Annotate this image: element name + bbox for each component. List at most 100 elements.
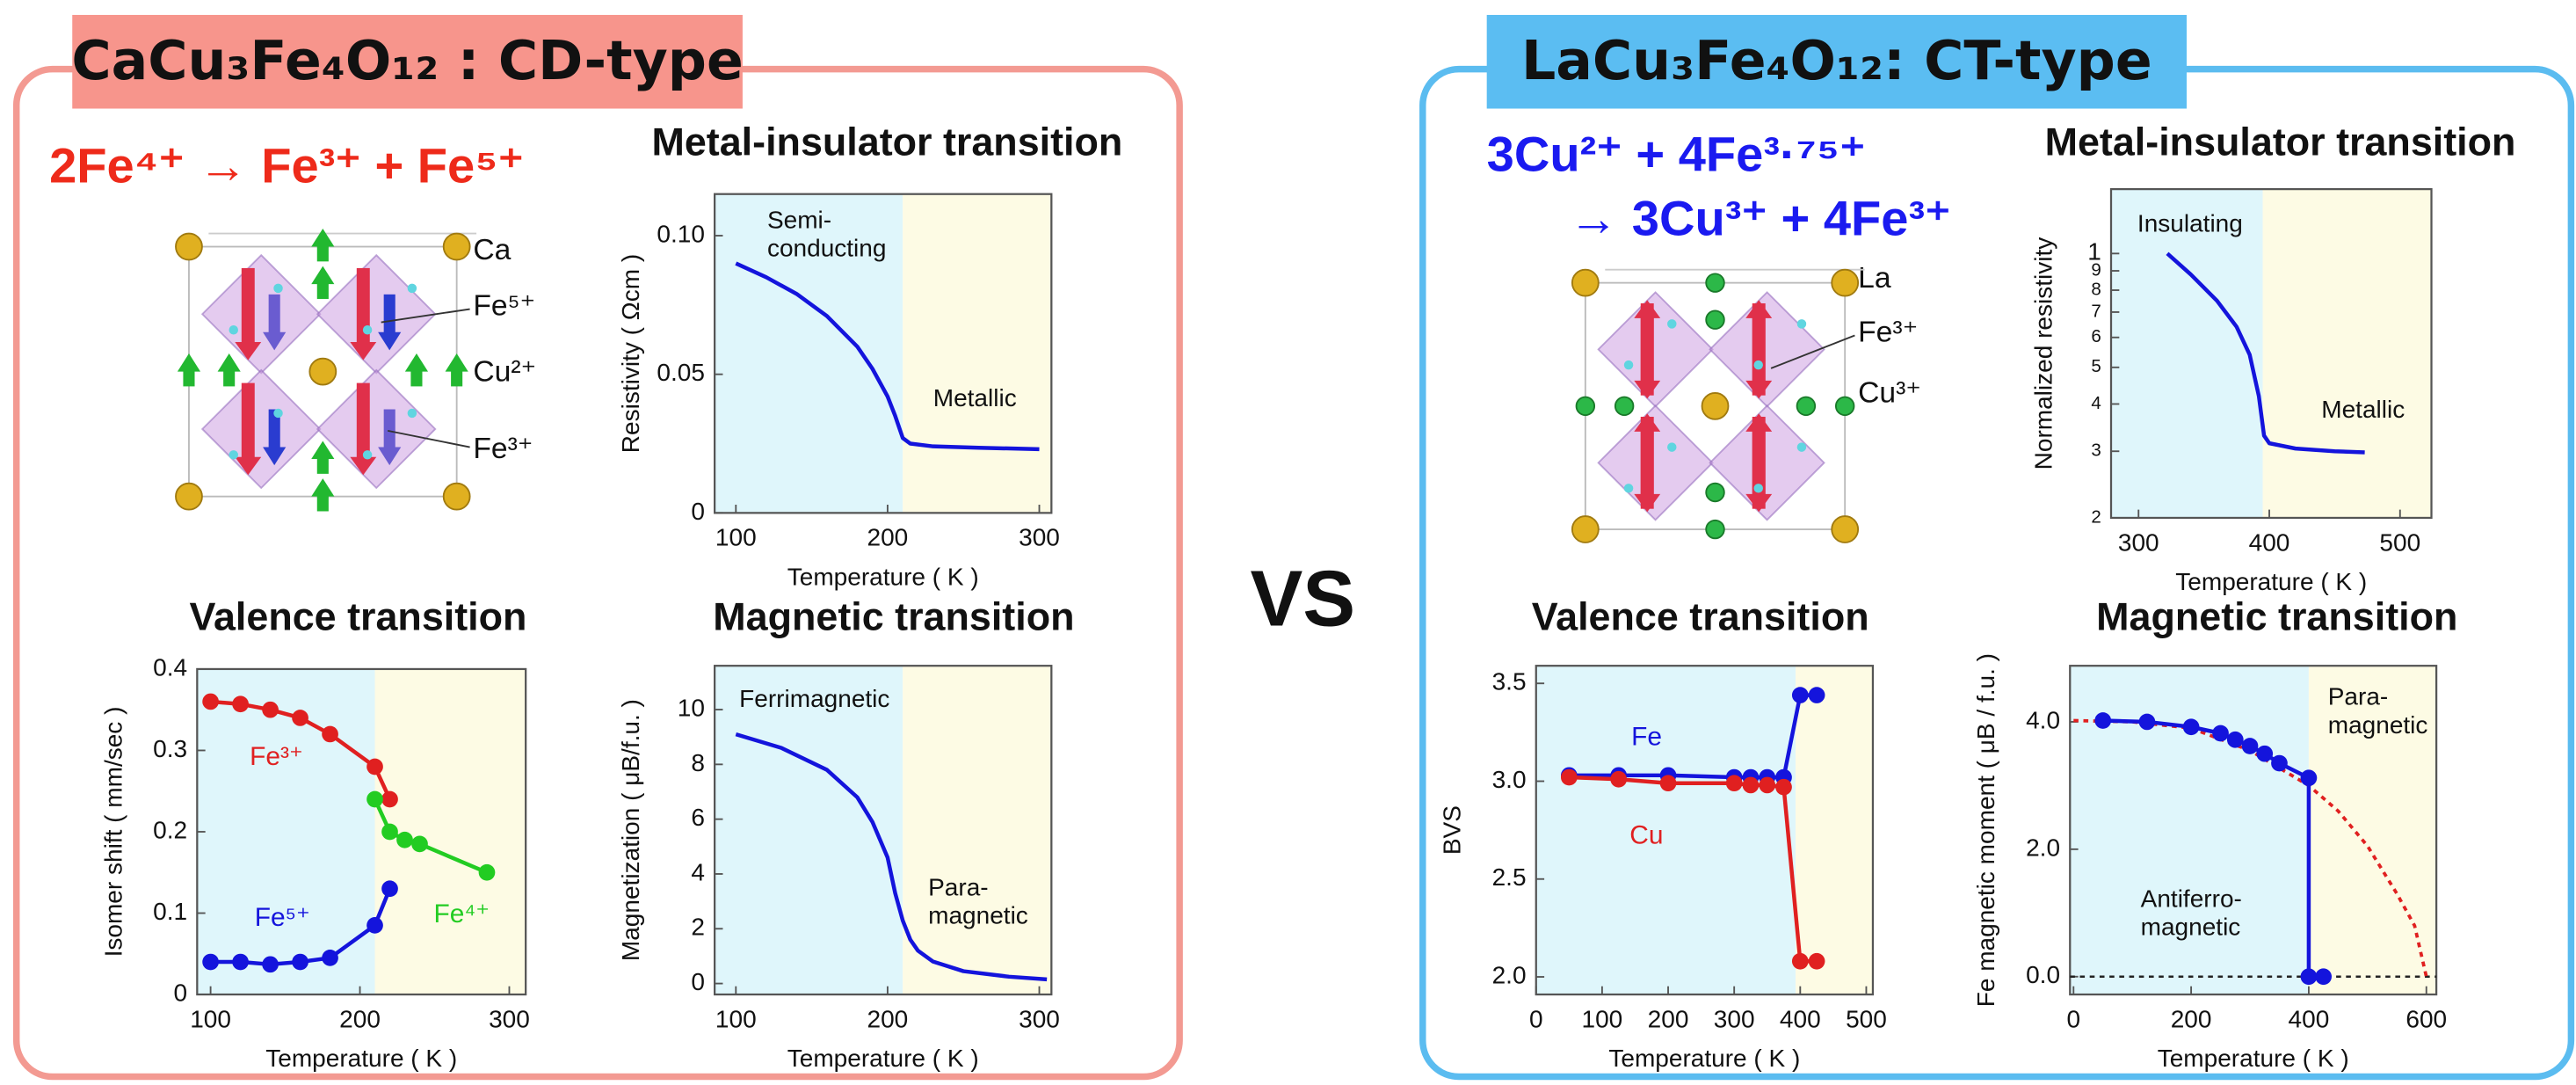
structure-label: Fe³⁺ <box>1858 316 1918 348</box>
spin-arrow <box>1640 417 1654 496</box>
y-axis-label: Fe magnetic moment ( μB / f.u. ) <box>1972 653 1999 1007</box>
oxygen-atom <box>362 325 373 335</box>
series-label: Fe⁵⁺ <box>255 903 310 932</box>
chart-title: Magnetic transition <box>2096 594 2457 639</box>
label-leader <box>387 429 470 448</box>
spin-arrow-head <box>263 447 287 466</box>
y-tick-label: 6 <box>691 804 705 831</box>
spin-arrow <box>241 267 255 344</box>
text-line: Para- <box>2328 683 2389 710</box>
y-tick-label: 1 <box>2087 238 2101 266</box>
data-point <box>381 790 398 808</box>
region <box>197 668 375 995</box>
data-point <box>232 695 249 713</box>
text-line: conducting <box>767 235 887 262</box>
right-header: LaCu₃Fe₄O₁₂: CT-type <box>1521 29 2152 92</box>
data-point <box>478 863 496 881</box>
data-point <box>2226 731 2244 748</box>
oxygen-atom <box>407 408 417 419</box>
oxygen-atom <box>229 450 238 460</box>
x-tick-label: 200 <box>867 524 909 551</box>
chart-title: Metal-insulator transition <box>2045 119 2516 164</box>
data-point <box>202 953 219 971</box>
spin-arrow-head <box>235 342 262 360</box>
spin-arrow-head <box>350 342 377 360</box>
spin-arrow <box>383 294 395 334</box>
region <box>2110 189 2263 518</box>
y-axis-label: Normalized resistivity <box>2030 237 2057 470</box>
region-label: Antiferro-magnetic <box>2141 885 2242 941</box>
region-label: Metallic <box>933 384 1017 411</box>
y-tick-label: 0.10 <box>657 220 705 247</box>
region <box>903 666 1052 995</box>
data-point <box>262 701 279 718</box>
x-tick-label: 100 <box>1582 1005 1623 1032</box>
data-point <box>202 693 219 710</box>
right-reaction: 3Cu²⁺ + 4Fe³·⁷⁵⁺ <box>1487 126 1866 181</box>
cu-atom <box>1705 273 1725 293</box>
y-tick-label: 0.3 <box>153 735 187 762</box>
y-axis-label: Magnetization ( μB/f.u. ) <box>617 699 644 961</box>
octahedron <box>200 253 322 375</box>
region <box>715 193 903 513</box>
octahedron <box>200 368 322 490</box>
spin-arrow <box>451 369 463 387</box>
x-tick-label: 500 <box>1846 1005 1887 1032</box>
x-tick-label: 100 <box>190 1005 231 1032</box>
spin-arrow <box>1752 303 1766 382</box>
y-tick-label: 0 <box>691 968 705 995</box>
data-point <box>1759 776 1776 794</box>
structure-label: Fe⁵⁺ <box>473 290 535 323</box>
data-point <box>1725 775 1743 792</box>
spin-arrow <box>316 244 329 262</box>
region-label: Ferrimagnetic <box>739 685 889 712</box>
data-point <box>411 835 428 853</box>
spin-arrow-head <box>404 353 429 372</box>
a-site-atom <box>1571 515 1600 543</box>
text-line: Semi- <box>767 207 831 234</box>
y-tick-label: 6 <box>2091 326 2101 346</box>
region <box>1535 666 1796 995</box>
y-axis-label: Resistivity ( Ωcm ) <box>617 254 644 453</box>
data-point <box>366 790 383 808</box>
spin-arrow-head <box>311 441 335 460</box>
y-tick-label: 3.5 <box>1492 668 1527 695</box>
spin-arrow-head <box>378 447 402 466</box>
spin-arrow <box>1640 303 1654 382</box>
series-line <box>735 261 1040 452</box>
structure-label: La <box>1858 262 1891 295</box>
region <box>2262 189 2432 518</box>
octahedron <box>316 368 437 490</box>
right-header-box <box>1486 14 2187 109</box>
y-tick-label: 7 <box>2091 301 2101 321</box>
region <box>374 668 526 995</box>
data-point <box>1775 778 1792 796</box>
octahedron <box>1709 404 1825 521</box>
data-point <box>2300 968 2318 986</box>
octahedron <box>1709 291 1825 408</box>
structure-label: Fe³⁺ <box>473 433 533 465</box>
cu-atom <box>1705 482 1725 503</box>
data-point <box>1742 776 1760 794</box>
oxygen-atom <box>273 283 283 294</box>
spin-arrow-head <box>263 331 287 351</box>
a-site-atom <box>442 482 471 511</box>
oxygen-atom <box>1753 360 1763 370</box>
spin-arrow <box>356 267 370 344</box>
data-point <box>2241 738 2259 754</box>
text-line: Para- <box>928 874 989 901</box>
oxygen-atom <box>1796 319 1807 329</box>
oxygen-atom <box>1623 360 1634 370</box>
y-tick-label: 9 <box>2091 259 2101 280</box>
data-point <box>322 950 338 966</box>
oxygen-atom <box>407 283 417 294</box>
x-axis-label: Temperature ( K ) <box>1608 1045 1800 1072</box>
spin-arrow <box>410 369 423 387</box>
text-line: Antiferro- <box>2141 885 2242 913</box>
a-site-atom <box>1571 268 1600 297</box>
a-site-atom <box>175 482 203 511</box>
x-tick-label: 200 <box>867 1005 909 1032</box>
data-point <box>1808 952 1825 970</box>
spin-arrow-head <box>235 456 262 476</box>
